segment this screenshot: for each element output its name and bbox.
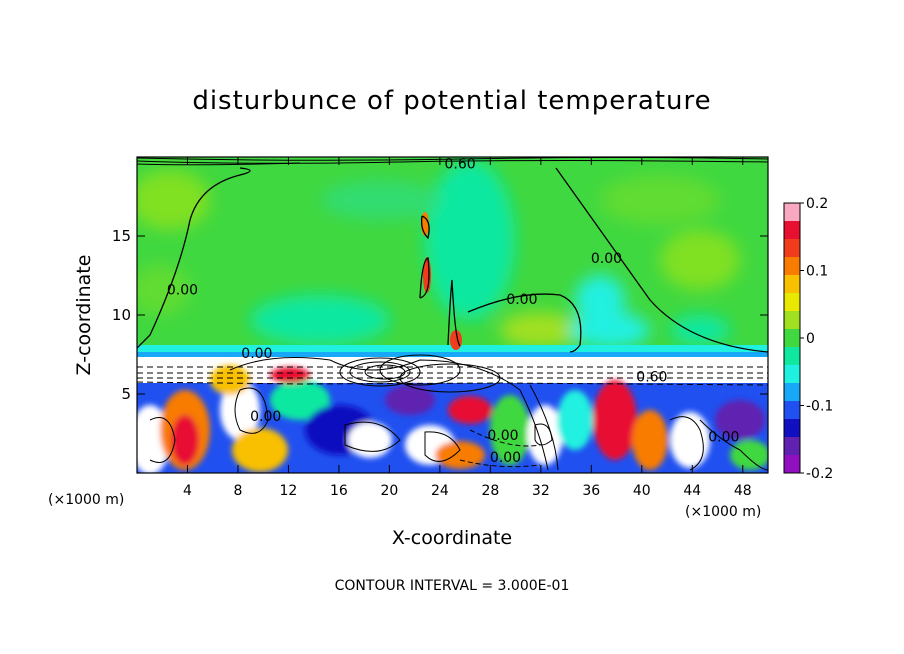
colorbar-tick-label: 0.2 — [806, 196, 828, 212]
x-tick-label: 36 — [582, 483, 600, 499]
x-tick-label: 4 — [183, 483, 192, 499]
contour-label: 0.00 — [487, 428, 518, 444]
chart-title: disturbunce of potential temperature — [192, 86, 712, 116]
contour-label: 0.00 — [506, 292, 537, 308]
z-tick-label: 5 — [121, 385, 131, 403]
z-unit-label: (×1000 m) — [48, 492, 125, 508]
teal-column — [425, 160, 515, 320]
x-tick-label: 16 — [330, 483, 348, 499]
colorbar-swatch — [784, 365, 800, 384]
field-plot — [137, 157, 768, 473]
yellow-patch — [500, 312, 580, 348]
x-axis: 4 8 12 16 20 24 28 32 36 40 44 48 — [183, 157, 752, 499]
contour-label: 0.00 — [167, 283, 198, 299]
contour-label: 0.60 — [636, 370, 667, 386]
contour-interval-note: CONTOUR INTERVAL = 3.000E-01 — [334, 578, 570, 594]
contour-label: 0.00 — [708, 430, 739, 446]
contour-label: 0.00 — [490, 450, 521, 466]
colorbar-swatch — [784, 275, 800, 294]
colorbar: 0.2 0.1 0 -0.1 -0.2 — [783, 196, 833, 482]
x-axis-label: X-coordinate — [391, 527, 513, 549]
contour-label: 0.00 — [241, 346, 272, 362]
contour-label: 0.00 — [250, 409, 281, 425]
contour-labels: 0.60 0.00 0.00 0.00 0.00 0.60 0.00 0.00 0.00 0.00 — [167, 156, 740, 466]
x-tick-label: 48 — [734, 483, 752, 499]
yellow-green-patch — [137, 170, 210, 230]
colorbar-swatch — [784, 401, 800, 420]
z-tick-label: 10 — [112, 306, 131, 324]
x-tick-label: 12 — [280, 483, 298, 499]
colorbar-swatch — [784, 311, 800, 330]
colorbar-swatch — [784, 257, 800, 276]
x-tick-label: 44 — [683, 483, 701, 499]
x-tick-label: 8 — [233, 483, 242, 499]
colorbar-swatch — [784, 203, 800, 222]
z-axis: 5 10 15 — [112, 227, 768, 403]
colorbar-swatch — [784, 347, 800, 366]
colorbar-swatch — [784, 419, 800, 438]
colorbar-swatch — [784, 455, 800, 474]
colorbar-tick-label: -0.2 — [806, 466, 833, 482]
x-tick-label: 20 — [380, 483, 398, 499]
x-tick-label: 28 — [481, 483, 499, 499]
colorbar-swatch — [784, 329, 800, 348]
contour-lines-lower — [149, 387, 768, 471]
contour-label: 0.60 — [444, 156, 475, 172]
x-tick-label: 24 — [431, 483, 449, 499]
colorbar-swatch — [784, 383, 800, 402]
x-tick-label: 40 — [633, 483, 651, 499]
colorbar-tick-label: 0 — [806, 331, 815, 347]
y-axis-label: Z-coordinate — [73, 255, 95, 376]
blue-band — [137, 352, 768, 357]
x-unit-label: (×1000 m) — [685, 504, 762, 520]
colorbar-tick-label: 0.1 — [806, 264, 828, 280]
colorbar-swatch — [784, 437, 800, 456]
contour-label: 0.00 — [591, 251, 622, 267]
x-tick-label: 32 — [532, 483, 550, 499]
contour-knot — [229, 354, 559, 471]
colorbar-swatch — [784, 293, 800, 312]
contour-lines-upper — [137, 167, 768, 353]
colorbar-tick-label: -0.1 — [806, 399, 833, 415]
z-tick-label: 15 — [112, 227, 131, 245]
colorbar-swatch — [784, 239, 800, 258]
colorbar-swatch — [784, 221, 800, 240]
